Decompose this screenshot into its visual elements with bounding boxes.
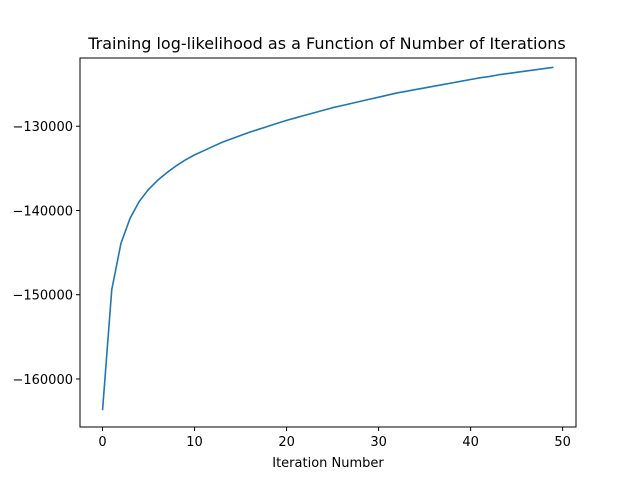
x-tick-label: 10	[186, 435, 203, 450]
x-tick-label: 20	[278, 435, 295, 450]
x-tick-label: 0	[98, 435, 106, 450]
x-tick-label: 50	[554, 435, 571, 450]
series-line	[101, 66, 554, 411]
plot-frame	[79, 57, 577, 428]
y-tick-label: −160000	[12, 373, 73, 388]
y-tick-label: −140000	[12, 204, 73, 219]
chart-title: Training log-likelihood as a Function of…	[87, 34, 566, 53]
y-tick-label: −130000	[12, 120, 73, 135]
x-tick-label: 40	[462, 435, 479, 450]
y-tick-label: −150000	[12, 289, 73, 304]
x-tick-label: 30	[370, 435, 387, 450]
x-axis-label: Iteration Number	[272, 456, 384, 471]
